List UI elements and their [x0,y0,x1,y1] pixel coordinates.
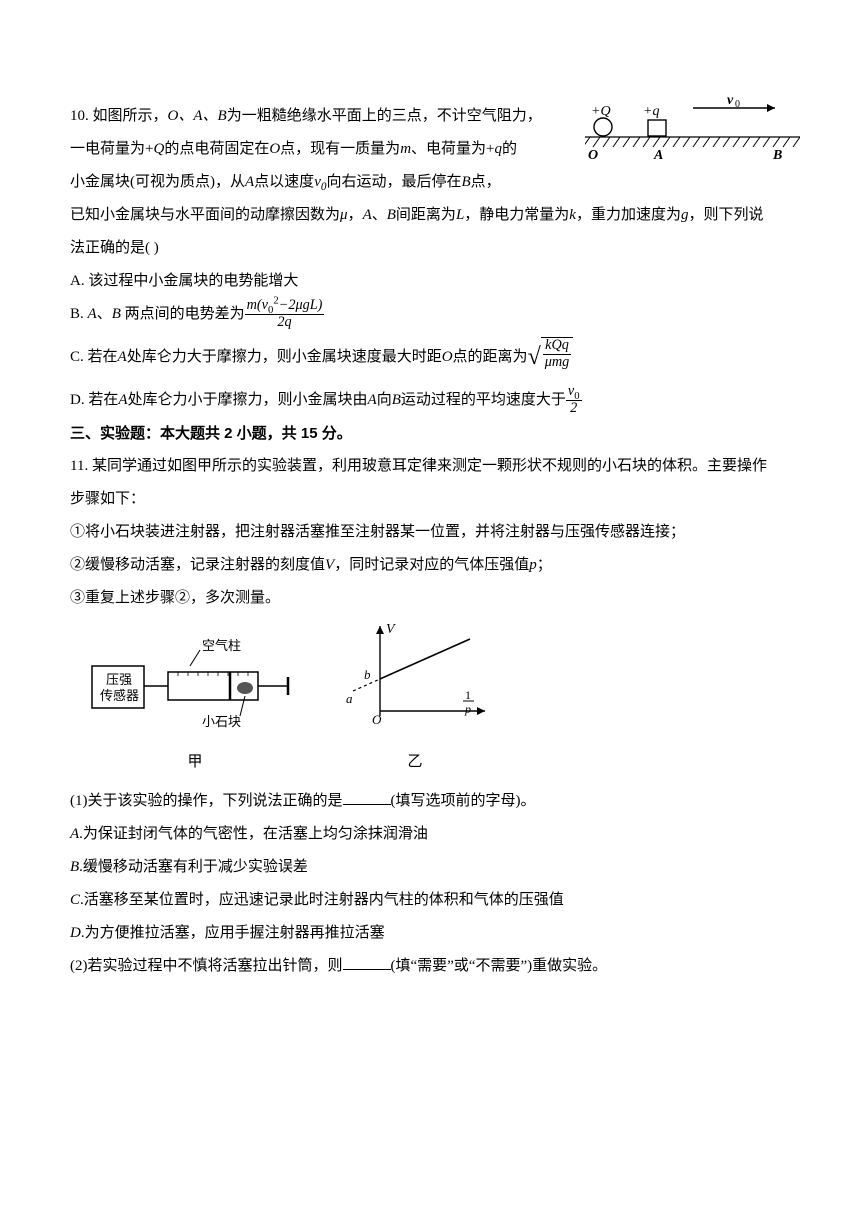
q11-sc: C.活塞移至某位置时，应迅速记录此时注射器内气柱的体积和气体的压强值 [70,884,790,917]
q11-sub1: (1)关于该实验的操作，下列说法正确的是(填写选项前的字母)。 [70,785,790,818]
fig-a-label: 甲 [90,746,300,779]
svg-text:小石块: 小石块 [202,714,241,729]
q10-opt-c: C. 若在A处库仑力大于摩擦力，则小金属块速度最大时距O点的距离为√kQqμmg [70,331,790,384]
svg-text:v: v [727,95,734,108]
svg-text:空气柱: 空气柱 [202,638,241,653]
blank-2[interactable] [343,955,391,970]
q11-sub2: (2)若实验过程中不慎将活塞拉出针筒，则(填“需要”或“不需要”)重做实验。 [70,950,790,983]
svg-text:O: O [588,148,598,163]
q10-line4: 已知小金属块与水平面间的动摩擦因数为μ，A、B间距离为L，静电力常量为k，重力加… [70,199,790,232]
svg-text:1: 1 [465,688,471,702]
q11-step2: ②缓慢移动活塞，记录注射器的刻度值V，同时记录对应的气体压强值p； [70,549,790,582]
q11-step3: ③重复上述步骤②，多次测量。 [70,582,790,615]
q11-step1: ①将小石块装进注射器，把注射器活塞推至注射器某一位置，并将注射器与压强传感器连接… [70,516,790,549]
svg-text:B: B [772,148,782,163]
svg-text:a: a [346,691,353,706]
svg-text:+q: +q [643,104,659,119]
svg-text:0: 0 [735,99,740,110]
svg-text:V: V [386,622,396,637]
q11-sa: A.为保证封闭气体的气密性，在活塞上均匀涂抹润滑油 [70,818,790,851]
section-3-title: 三、实验题：本大题共 2 小题，共 15 分。 [70,417,790,450]
q11-sd: D.为方便推拉活塞，应用手握注射器再推拉活塞 [70,917,790,950]
svg-text:传感器: 传感器 [100,688,139,703]
q11-stem2: 步骤如下： [70,483,790,516]
q10-opt-a: A. 该过程中小金属块的电势能增大 [70,265,790,298]
svg-text:b: b [364,667,371,682]
q10-line2: 一电荷量为+Q的点电荷固定在O点，现有一质量为m、电荷量为+q的 [70,133,580,166]
svg-text:p: p [464,702,471,716]
q11-figures: 压强 传感器 空气柱 小石块 甲 [90,621,790,779]
svg-text:+Q: +Q [591,104,611,119]
blank-1[interactable] [343,790,391,805]
question-11: 11. 某同学通过如图甲所示的实验装置，利用玻意耳定律来测定一颗形状不规则的小石… [70,450,790,983]
svg-text:A: A [653,148,663,163]
q10-opt-d: D. 若在A处库仑力小于摩擦力，则小金属块由A向B运动过程的平均速度大于v02 [70,384,790,417]
fig-b-label: 乙 [340,746,490,779]
svg-text:O: O [372,712,382,727]
svg-text:压强: 压强 [106,672,132,687]
q11-figure-a: 压强 传感器 空气柱 小石块 甲 [90,636,300,779]
q11-sb: B.缓慢移动活塞有利于减少实验误差 [70,851,790,884]
question-10: +Q +q v 0 O A B 10. 如图所示，O、A、B为一粗糙绝缘水平面上… [70,100,790,417]
q10-line3: 小金属块(可视为质点)，从A点以速度v0向右运动，最后停在B点， [70,166,580,199]
q10-line1: 10. 如图所示，O、A、B为一粗糙绝缘水平面上的三点，不计空气阻力， [70,100,580,133]
q10-figure: +Q +q v 0 O A B [585,95,800,165]
q11-figure-b: V b a O 1 p 乙 [340,621,490,779]
q10-opt-b: B. A、B 两点间的电势差为m(v02−2μgL)2q [70,298,790,331]
q11-stem1: 11. 某同学通过如图甲所示的实验装置，利用玻意耳定律来测定一颗形状不规则的小石… [70,450,790,483]
q10-line5: 法正确的是( ) [70,232,790,265]
